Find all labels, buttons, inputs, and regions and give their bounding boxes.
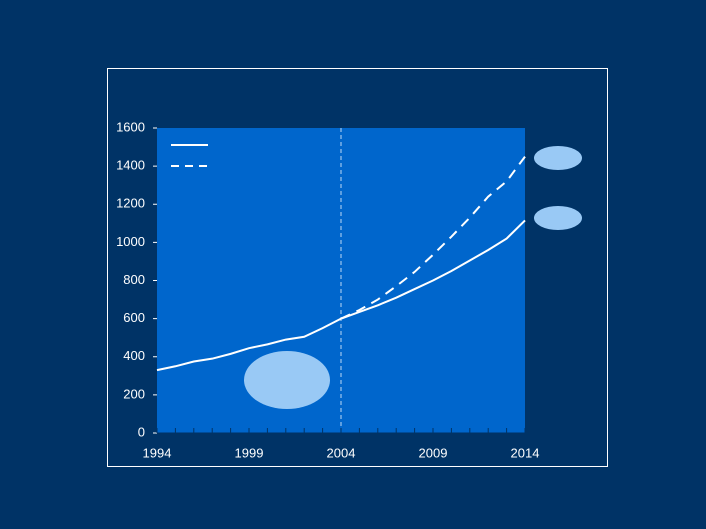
frame — [107, 68, 608, 467]
x-tick-label: 2009 — [419, 445, 448, 460]
y-tick-label: 200 — [123, 386, 145, 401]
series-line — [340, 155, 526, 320]
x-tick-label: 1999 — [235, 445, 264, 460]
y-tick-label: 0 — [138, 424, 145, 439]
y-tick-label: 600 — [123, 310, 145, 325]
y-tick-label: 1400 — [116, 158, 145, 173]
y-tick-label: 400 — [123, 348, 145, 363]
x-tick-label: 2014 — [511, 445, 540, 460]
y-tick-label: 1600 — [116, 119, 145, 134]
ellipse-marker — [534, 146, 582, 170]
ellipse-marker — [534, 206, 582, 230]
ellipse-callout — [244, 351, 330, 409]
x-tick-label: 2004 — [327, 445, 356, 460]
y-tick-label: 1200 — [116, 196, 145, 211]
x-tick-label: 1994 — [143, 445, 172, 460]
y-tick-label: 800 — [123, 272, 145, 287]
y-tick-label: 1000 — [116, 234, 145, 249]
